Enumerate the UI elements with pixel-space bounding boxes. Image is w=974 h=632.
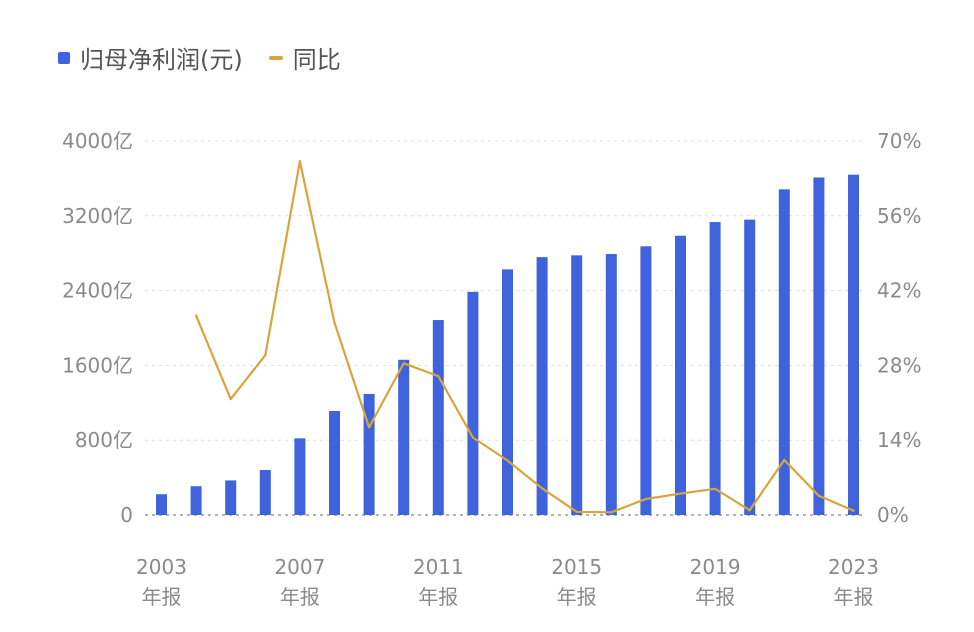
bar-2004年报[interactable] [190,486,202,515]
bar-2005年报[interactable] [225,480,237,515]
yoy-line[interactable] [195,160,854,514]
bar-2016年报[interactable] [605,254,617,515]
right-tick-label: 42% [877,279,921,303]
yoy-point-2022年报[interactable] [817,494,821,497]
bar-2018年报[interactable] [675,235,686,515]
left-tick-label: 0 [120,503,133,527]
bar-2022年报[interactable] [813,177,825,515]
x-tick-year: 2007 [274,555,325,579]
bar-series [156,174,859,516]
bar-2008年报[interactable] [329,411,340,515]
yoy-point-2020年报[interactable] [748,508,751,512]
yoy-point-2007年报[interactable] [298,160,302,163]
x-tick-suffix: 年报 [142,585,182,609]
yoy-point-2017年报[interactable] [644,497,648,501]
right-tick-label: 70% [877,129,921,153]
bar-2021年报[interactable] [778,189,790,516]
x-tick-year: 2011 [413,555,464,579]
x-tick-suffix: 年报 [834,585,874,609]
bar-2017年报[interactable] [640,246,652,515]
x-tick-suffix: 年报 [418,585,458,609]
x-tick-year: 2023 [828,555,879,579]
right-axis-ticks: 0% 14% 28% 42% 56% 70% [877,129,921,527]
yoy-point-2023年报[interactable] [852,509,855,512]
bar-2006年报[interactable] [259,470,271,515]
legend: 归母净利润(元) 同比 [58,40,341,75]
yoy-point-2018年报[interactable] [679,492,682,495]
yoy-point-2009年报[interactable] [367,426,371,429]
bar-2015年报[interactable] [571,255,583,515]
bar-2020年报[interactable] [744,219,756,516]
yoy-point-2010年报[interactable] [402,362,405,365]
x-tick-year: 2015 [551,555,602,579]
left-tick-label: 2400亿 [62,279,133,303]
yoy-point-2005年报[interactable] [229,397,232,401]
left-axis-ticks: 0 800亿 1600亿 2400亿 3200亿 4000亿 [62,129,133,527]
bar-2003年报[interactable] [156,494,167,515]
yoy-point-2006年报[interactable] [264,354,267,357]
right-tick-label: 14% [877,428,921,452]
legend-bar-swatch [58,51,70,64]
bar-2010年报[interactable] [398,359,410,515]
bar-2014年报[interactable] [536,257,548,515]
yoy-point-2016年报[interactable] [610,511,613,514]
yoy-point-2014年报[interactable] [540,487,544,490]
legend-bar-label[interactable]: 归母净利润(元) [80,46,243,74]
yoy-point-2004年报[interactable] [194,314,198,317]
x-tick-suffix: 年报 [695,585,735,609]
bar-2011年报[interactable] [432,320,444,515]
left-tick-label: 3200亿 [62,204,133,228]
bar-2009年报[interactable] [363,394,375,515]
yoy-point-2012年报[interactable] [471,436,475,439]
bar-2007年报[interactable] [294,438,306,515]
right-tick-label: 0% [877,503,909,527]
yoy-point-2008年报[interactable] [333,321,336,324]
left-tick-label: 800亿 [75,428,133,452]
yoy-point-2013年报[interactable] [506,459,509,462]
yoy-point-2011年报[interactable] [437,374,440,378]
legend-line-swatch [268,55,283,60]
yoy-point-2015年报[interactable] [575,510,578,513]
bar-2019年报[interactable] [709,222,721,515]
left-tick-label: 4000亿 [62,129,133,153]
left-tick-label: 1600亿 [62,353,133,377]
x-tick-year: 2003 [136,555,187,579]
right-tick-label: 56% [877,204,921,228]
yoy-point-2021年报[interactable] [783,458,786,462]
x-tick-suffix: 年报 [280,585,320,609]
x-tick-suffix: 年报 [557,585,597,609]
bar-2012年报[interactable] [467,291,479,515]
yoy-point-2019年报[interactable] [713,487,717,491]
x-axis-ticks: 2003 年报 2007 年报 2011 年报 2015 年报 2019 年报 2023 年报 [136,555,879,609]
right-tick-label: 28% [877,353,921,377]
bar-2013年报[interactable] [502,269,513,515]
bar-2023年报[interactable] [848,174,859,515]
legend-line-label[interactable]: 同比 [292,46,341,74]
line-series [194,160,855,514]
x-tick-year: 2019 [690,555,741,579]
